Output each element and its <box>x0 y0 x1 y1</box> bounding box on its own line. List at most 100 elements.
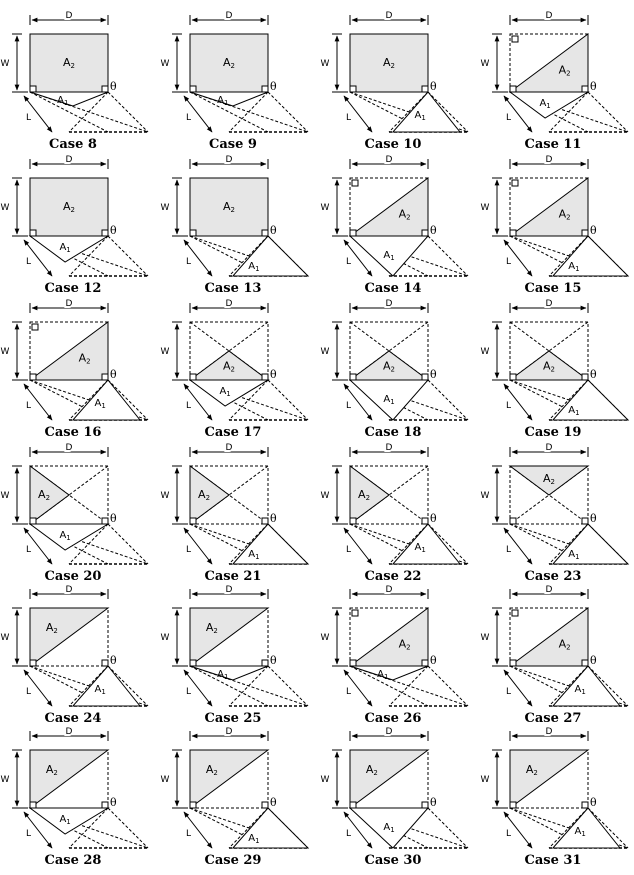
corner-square <box>581 659 589 667</box>
a2-label: A2 <box>543 472 555 486</box>
guide-line-d <box>548 91 589 133</box>
a2-label: A2 <box>223 56 235 70</box>
corner-square <box>189 517 197 525</box>
l-label: L <box>346 687 351 697</box>
guide-line-d <box>68 523 109 565</box>
l-dimension-arrow <box>343 811 373 849</box>
theta-label: θ <box>270 512 277 525</box>
a2-region <box>508 177 589 237</box>
l-label: L <box>506 829 511 839</box>
a2-region <box>508 607 589 667</box>
l-label: L <box>26 401 31 411</box>
corner-square <box>101 229 109 237</box>
guide-line-d <box>388 665 429 707</box>
d-label: D <box>546 11 553 21</box>
w-label: W <box>481 59 490 69</box>
theta-label: θ <box>590 796 597 809</box>
guide-line-b <box>427 235 469 277</box>
d-label: D <box>546 585 553 595</box>
case-caption: Case 25 <box>205 711 262 726</box>
guide-line-d <box>388 523 429 565</box>
a1-label: A1 <box>383 250 394 262</box>
corner-square <box>349 373 357 381</box>
d-label: D <box>226 155 233 165</box>
a2-label: A2 <box>63 56 75 70</box>
d-label: D <box>66 299 73 309</box>
a2-label: A2 <box>79 351 91 365</box>
corner-square <box>261 229 269 237</box>
corner-square <box>349 517 357 525</box>
a1-region <box>231 523 310 565</box>
corner-square <box>29 373 37 381</box>
a2-label: A2 <box>38 488 50 502</box>
case-caption: Case 15 <box>525 281 582 296</box>
guide-line-d <box>548 379 589 421</box>
a1-label: A1 <box>383 394 394 406</box>
l-label: L <box>186 545 191 555</box>
theta-label: θ <box>430 80 437 93</box>
l-label: L <box>506 545 511 555</box>
guide-line-b <box>267 379 309 421</box>
a1-region <box>391 91 462 133</box>
w-label: W <box>481 491 490 501</box>
guide-line-b <box>107 235 149 277</box>
corner-square <box>261 373 269 381</box>
l-dimension-arrow <box>343 95 373 133</box>
w-label: W <box>321 633 330 643</box>
case-caption: Case 9 <box>209 137 257 152</box>
l-dimension-arrow <box>183 669 213 707</box>
l-label: L <box>346 829 351 839</box>
l-label: L <box>26 257 31 267</box>
a1-label: A1 <box>575 826 586 838</box>
a1-label: A1 <box>217 95 228 107</box>
a2-label: A2 <box>383 56 395 70</box>
a1-label: A1 <box>219 386 230 398</box>
l-label: L <box>26 113 31 123</box>
a1-label: A1 <box>57 95 68 107</box>
case-caption: Case 20 <box>45 569 102 584</box>
guide-line-d <box>388 91 429 133</box>
corner-square <box>421 517 429 525</box>
theta-label: θ <box>110 224 117 237</box>
l-dimension-arrow <box>23 811 53 849</box>
w-label: W <box>161 491 170 501</box>
a1-label: A1 <box>383 822 394 834</box>
theta-label: θ <box>590 80 597 93</box>
d-label: D <box>66 443 73 453</box>
case-caption: Case 21 <box>205 569 262 584</box>
l-label: L <box>506 687 511 697</box>
case-diagram: D W A2 A1 θ L Case 23 <box>481 441 630 584</box>
guide-line-d <box>548 523 589 565</box>
theta-label: θ <box>430 224 437 237</box>
case-diagram: D W A2 A1 θ L Case 14 <box>321 153 469 296</box>
d-label: D <box>226 299 233 309</box>
corner-square <box>581 373 589 381</box>
guide-line-d <box>228 807 269 849</box>
theta-label: θ <box>430 654 437 667</box>
a1-region <box>231 807 310 849</box>
corner-square <box>421 229 429 237</box>
d-label: D <box>386 299 393 309</box>
corner-square <box>261 517 269 525</box>
corner-square <box>349 229 357 237</box>
theta-label: θ <box>110 654 117 667</box>
guide-line-b <box>107 523 149 565</box>
corner-square <box>421 85 429 93</box>
corner-square <box>101 85 109 93</box>
a2-region <box>29 607 110 667</box>
case-caption: Case 24 <box>45 711 102 726</box>
d-label: D <box>226 727 233 737</box>
case-diagram: D W A2 A1 θ L Case 10 <box>321 9 469 152</box>
corner-square <box>581 517 589 525</box>
a2-label: A2 <box>559 63 571 77</box>
a2-region <box>189 465 230 525</box>
a1-label: A1 <box>377 669 388 681</box>
a1-label: A1 <box>248 833 259 845</box>
l-label: L <box>186 401 191 411</box>
case-diagram: D W A2 A1 θ L Case 8 <box>1 9 149 152</box>
case-diagram: D W A2 A1 θ L Case 19 <box>481 297 630 440</box>
corner-square <box>189 85 197 93</box>
a2-label: A2 <box>206 763 218 777</box>
corner-marker <box>31 323 39 331</box>
corner-square <box>261 85 269 93</box>
